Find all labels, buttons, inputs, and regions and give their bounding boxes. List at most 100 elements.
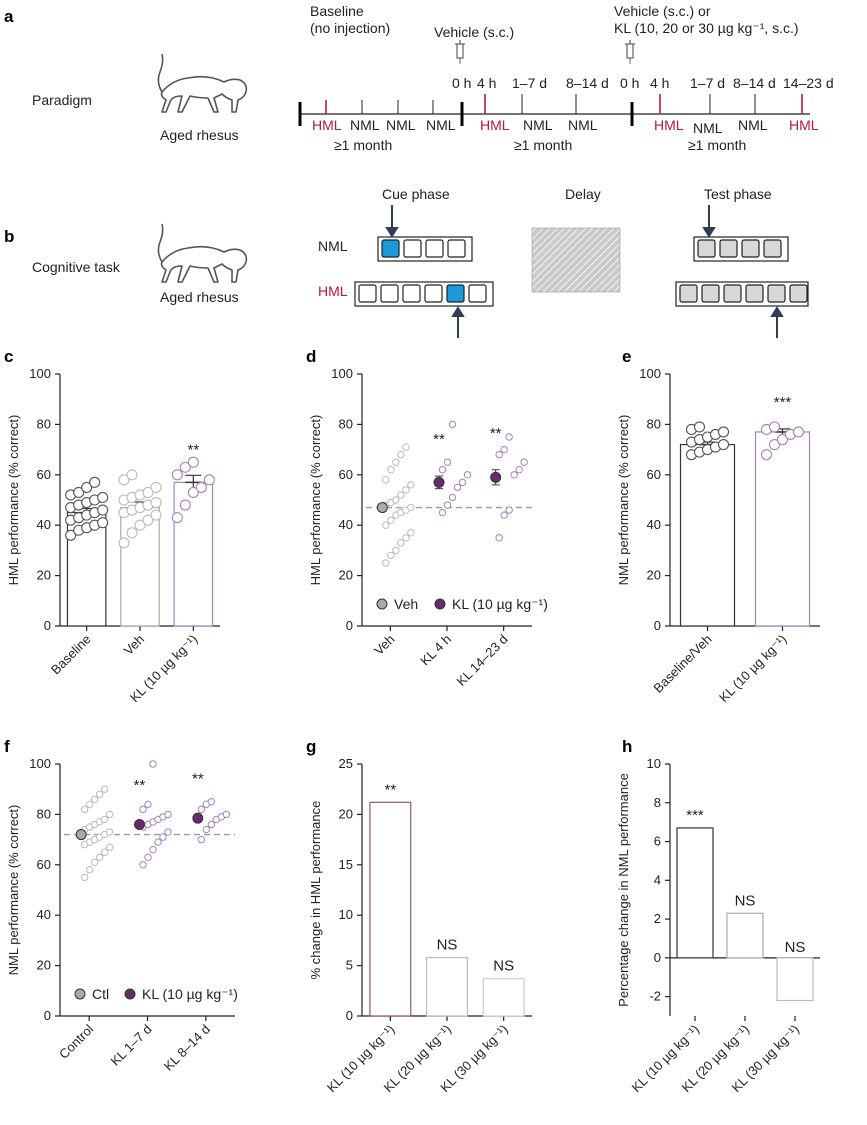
x-tick-label: Control bbox=[56, 1021, 96, 1061]
data-point bbox=[73, 486, 85, 498]
data-point bbox=[105, 810, 114, 819]
data-point bbox=[149, 845, 157, 854]
data-point bbox=[150, 481, 162, 493]
y-tick-label: 100 bbox=[639, 366, 661, 381]
data-point bbox=[515, 466, 523, 474]
data-point bbox=[100, 785, 109, 793]
task-square bbox=[701, 284, 720, 303]
nml-test-squares bbox=[697, 239, 782, 258]
bar bbox=[426, 956, 469, 1017]
significance-label: NS bbox=[437, 937, 458, 954]
data-point bbox=[195, 481, 207, 493]
chart-e: 0 20 40 60 80 100 NML performance (% correct) B… bbox=[616, 366, 820, 705]
data-point bbox=[202, 825, 211, 834]
data-point bbox=[95, 853, 104, 861]
legend-marker-control bbox=[376, 598, 388, 610]
data-point bbox=[500, 511, 508, 519]
data-point bbox=[90, 858, 99, 866]
significance-label: ** bbox=[134, 777, 146, 794]
monkey-icon bbox=[157, 223, 248, 283]
data-point bbox=[382, 476, 390, 484]
data-point bbox=[760, 449, 773, 461]
data-point bbox=[500, 445, 508, 454]
bar bbox=[776, 957, 814, 1002]
data-point bbox=[397, 539, 405, 547]
b2-time-4h: 4 h bbox=[477, 75, 496, 91]
b3-time-14-23d: 14–23 d bbox=[783, 75, 834, 91]
paradigm-label: Paradigm bbox=[32, 92, 92, 108]
data-point bbox=[402, 486, 410, 494]
legend-label-kl: KL (10 µg kg⁻¹) bbox=[452, 596, 548, 612]
significance-label: NS bbox=[735, 892, 756, 909]
chart-d: 0 20 40 60 80 100 HML performance (% correct) V… bbox=[308, 366, 548, 689]
significance-label: NS bbox=[785, 939, 806, 956]
data-point bbox=[397, 491, 405, 499]
task-square bbox=[789, 284, 808, 303]
bar bbox=[676, 827, 714, 959]
data-point bbox=[164, 810, 172, 819]
task-square bbox=[719, 239, 738, 258]
y-tick-label: 80 bbox=[647, 416, 661, 431]
significance-label: NS bbox=[493, 958, 514, 975]
b1-nml-2: NML bbox=[386, 117, 416, 133]
data-point bbox=[392, 496, 400, 504]
y-tick-label: 60 bbox=[37, 857, 51, 872]
bar bbox=[482, 978, 525, 1017]
y-tick-label: 80 bbox=[37, 416, 51, 431]
legend-label-kl: KL (10 µg kg⁻¹) bbox=[142, 986, 238, 1002]
y-axis-label: HML performance (% correct) bbox=[308, 415, 323, 586]
significance-label: ** bbox=[187, 442, 199, 459]
panel-label-b: b bbox=[4, 227, 14, 246]
chart-c: 0 20 40 60 80 100 HML performance (% correct) B… bbox=[6, 366, 220, 705]
data-point bbox=[134, 519, 146, 531]
y-axis-label: NML performance (% correct) bbox=[616, 415, 631, 586]
data-point bbox=[197, 835, 206, 844]
y-tick-label: 2 bbox=[654, 911, 661, 926]
data-point bbox=[118, 537, 130, 549]
data-point bbox=[65, 529, 77, 541]
legend-marker-kl bbox=[434, 598, 446, 610]
hml-row-label: HML bbox=[318, 283, 348, 299]
data-point bbox=[382, 559, 390, 567]
y-tick-label: 40 bbox=[647, 517, 661, 532]
task-square bbox=[403, 239, 422, 258]
y-tick-label: 40 bbox=[339, 517, 353, 532]
nml-cue-squares bbox=[381, 239, 466, 258]
syringe-icon-kl bbox=[624, 39, 636, 65]
timeline-ticks bbox=[325, 94, 803, 114]
b3-hml-2: HML bbox=[789, 117, 819, 133]
task-square bbox=[763, 239, 782, 258]
data-point bbox=[126, 469, 138, 481]
data-point bbox=[495, 450, 503, 459]
b1-nml-1: NML bbox=[350, 117, 380, 133]
y-tick-label: 5 bbox=[346, 958, 353, 973]
data-point bbox=[392, 546, 400, 555]
y-tick-label: 60 bbox=[37, 467, 51, 482]
significance-label: ** bbox=[490, 425, 502, 442]
data-point bbox=[144, 800, 152, 809]
data-point bbox=[438, 466, 447, 474]
significance-label: ** bbox=[433, 431, 445, 448]
bar bbox=[369, 801, 412, 1017]
data-point bbox=[97, 504, 109, 516]
y-tick-label: 0 bbox=[346, 618, 353, 633]
data-point bbox=[80, 805, 89, 814]
data-point bbox=[443, 458, 452, 466]
arrows bbox=[385, 205, 784, 338]
y-tick-label: 0 bbox=[44, 1008, 51, 1023]
b2-duration: ≥1 month bbox=[514, 137, 572, 153]
panel-label-e: e bbox=[622, 347, 631, 366]
b3-nml-2: NML bbox=[738, 117, 768, 133]
b1-duration: ≥1 month bbox=[334, 137, 392, 153]
y-tick-label: 15 bbox=[339, 857, 353, 872]
x-tick-label: Veh bbox=[371, 632, 397, 658]
data-point bbox=[139, 805, 147, 814]
legend-label-control: Ctl bbox=[92, 986, 109, 1002]
data-point bbox=[448, 420, 457, 429]
monkey-icon bbox=[157, 53, 248, 113]
data-point bbox=[97, 491, 109, 504]
data-point bbox=[89, 476, 101, 488]
y-tick-label: 0 bbox=[654, 950, 661, 965]
